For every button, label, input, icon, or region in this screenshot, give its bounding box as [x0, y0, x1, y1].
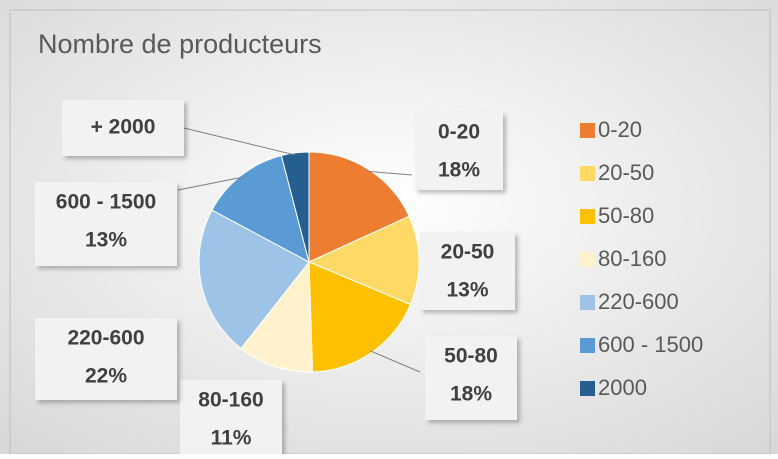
- legend-swatch: [580, 252, 595, 267]
- label-box: [420, 232, 515, 310]
- leader-line: [177, 176, 243, 191]
- legend-swatch: [580, 123, 595, 138]
- label-box: [180, 380, 282, 459]
- legend-label: 600 - 1500: [598, 332, 703, 357]
- legend-label: 50-80: [598, 203, 654, 228]
- legend-label: 80-160: [598, 246, 667, 271]
- data-label-name: 0-20: [438, 121, 480, 144]
- label-box: [425, 336, 517, 420]
- label-box: [415, 112, 503, 190]
- legend-swatch: [580, 295, 595, 310]
- pie-slice: [307, 215, 420, 306]
- label-box: [35, 318, 177, 400]
- pie-slice: [198, 209, 310, 350]
- legend-label: 20-50: [598, 160, 654, 185]
- data-label-value: 13%: [446, 279, 488, 302]
- data-label-value: 13%: [85, 229, 127, 252]
- data-label-name: 220-600: [67, 327, 144, 350]
- legend-label: 220-600: [598, 289, 679, 314]
- pie-slice: [308, 151, 410, 263]
- pie-slice: [280, 151, 310, 263]
- legend-swatch: [580, 209, 595, 224]
- legend-swatch: [580, 338, 595, 353]
- leader-line: [369, 350, 421, 373]
- legend-label: 2000: [598, 375, 647, 400]
- data-label-value: 11%: [211, 427, 252, 450]
- data-label-name: 80-160: [198, 389, 263, 412]
- data-label-name: 600 - 1500: [56, 191, 156, 214]
- data-label-name: 20-50: [441, 241, 495, 264]
- data-label-value: 18%: [438, 159, 480, 182]
- data-label-name: + 2000: [91, 116, 156, 139]
- data-label-value: 22%: [85, 365, 127, 388]
- leader-line: [183, 127, 296, 156]
- chart-title: Nombre de producteurs: [38, 29, 322, 59]
- pie-slice: [308, 261, 412, 373]
- pie-slice: [240, 260, 314, 373]
- label-box: [62, 100, 184, 156]
- data-label-value: 18%: [450, 383, 492, 406]
- data-label-name: 50-80: [444, 345, 498, 368]
- legend-label: 0-20: [598, 117, 642, 142]
- legend-swatch: [580, 381, 595, 396]
- legend-swatch: [580, 166, 595, 181]
- leader-line: [367, 170, 413, 176]
- pie-slice: [211, 154, 310, 263]
- label-box: [35, 182, 177, 266]
